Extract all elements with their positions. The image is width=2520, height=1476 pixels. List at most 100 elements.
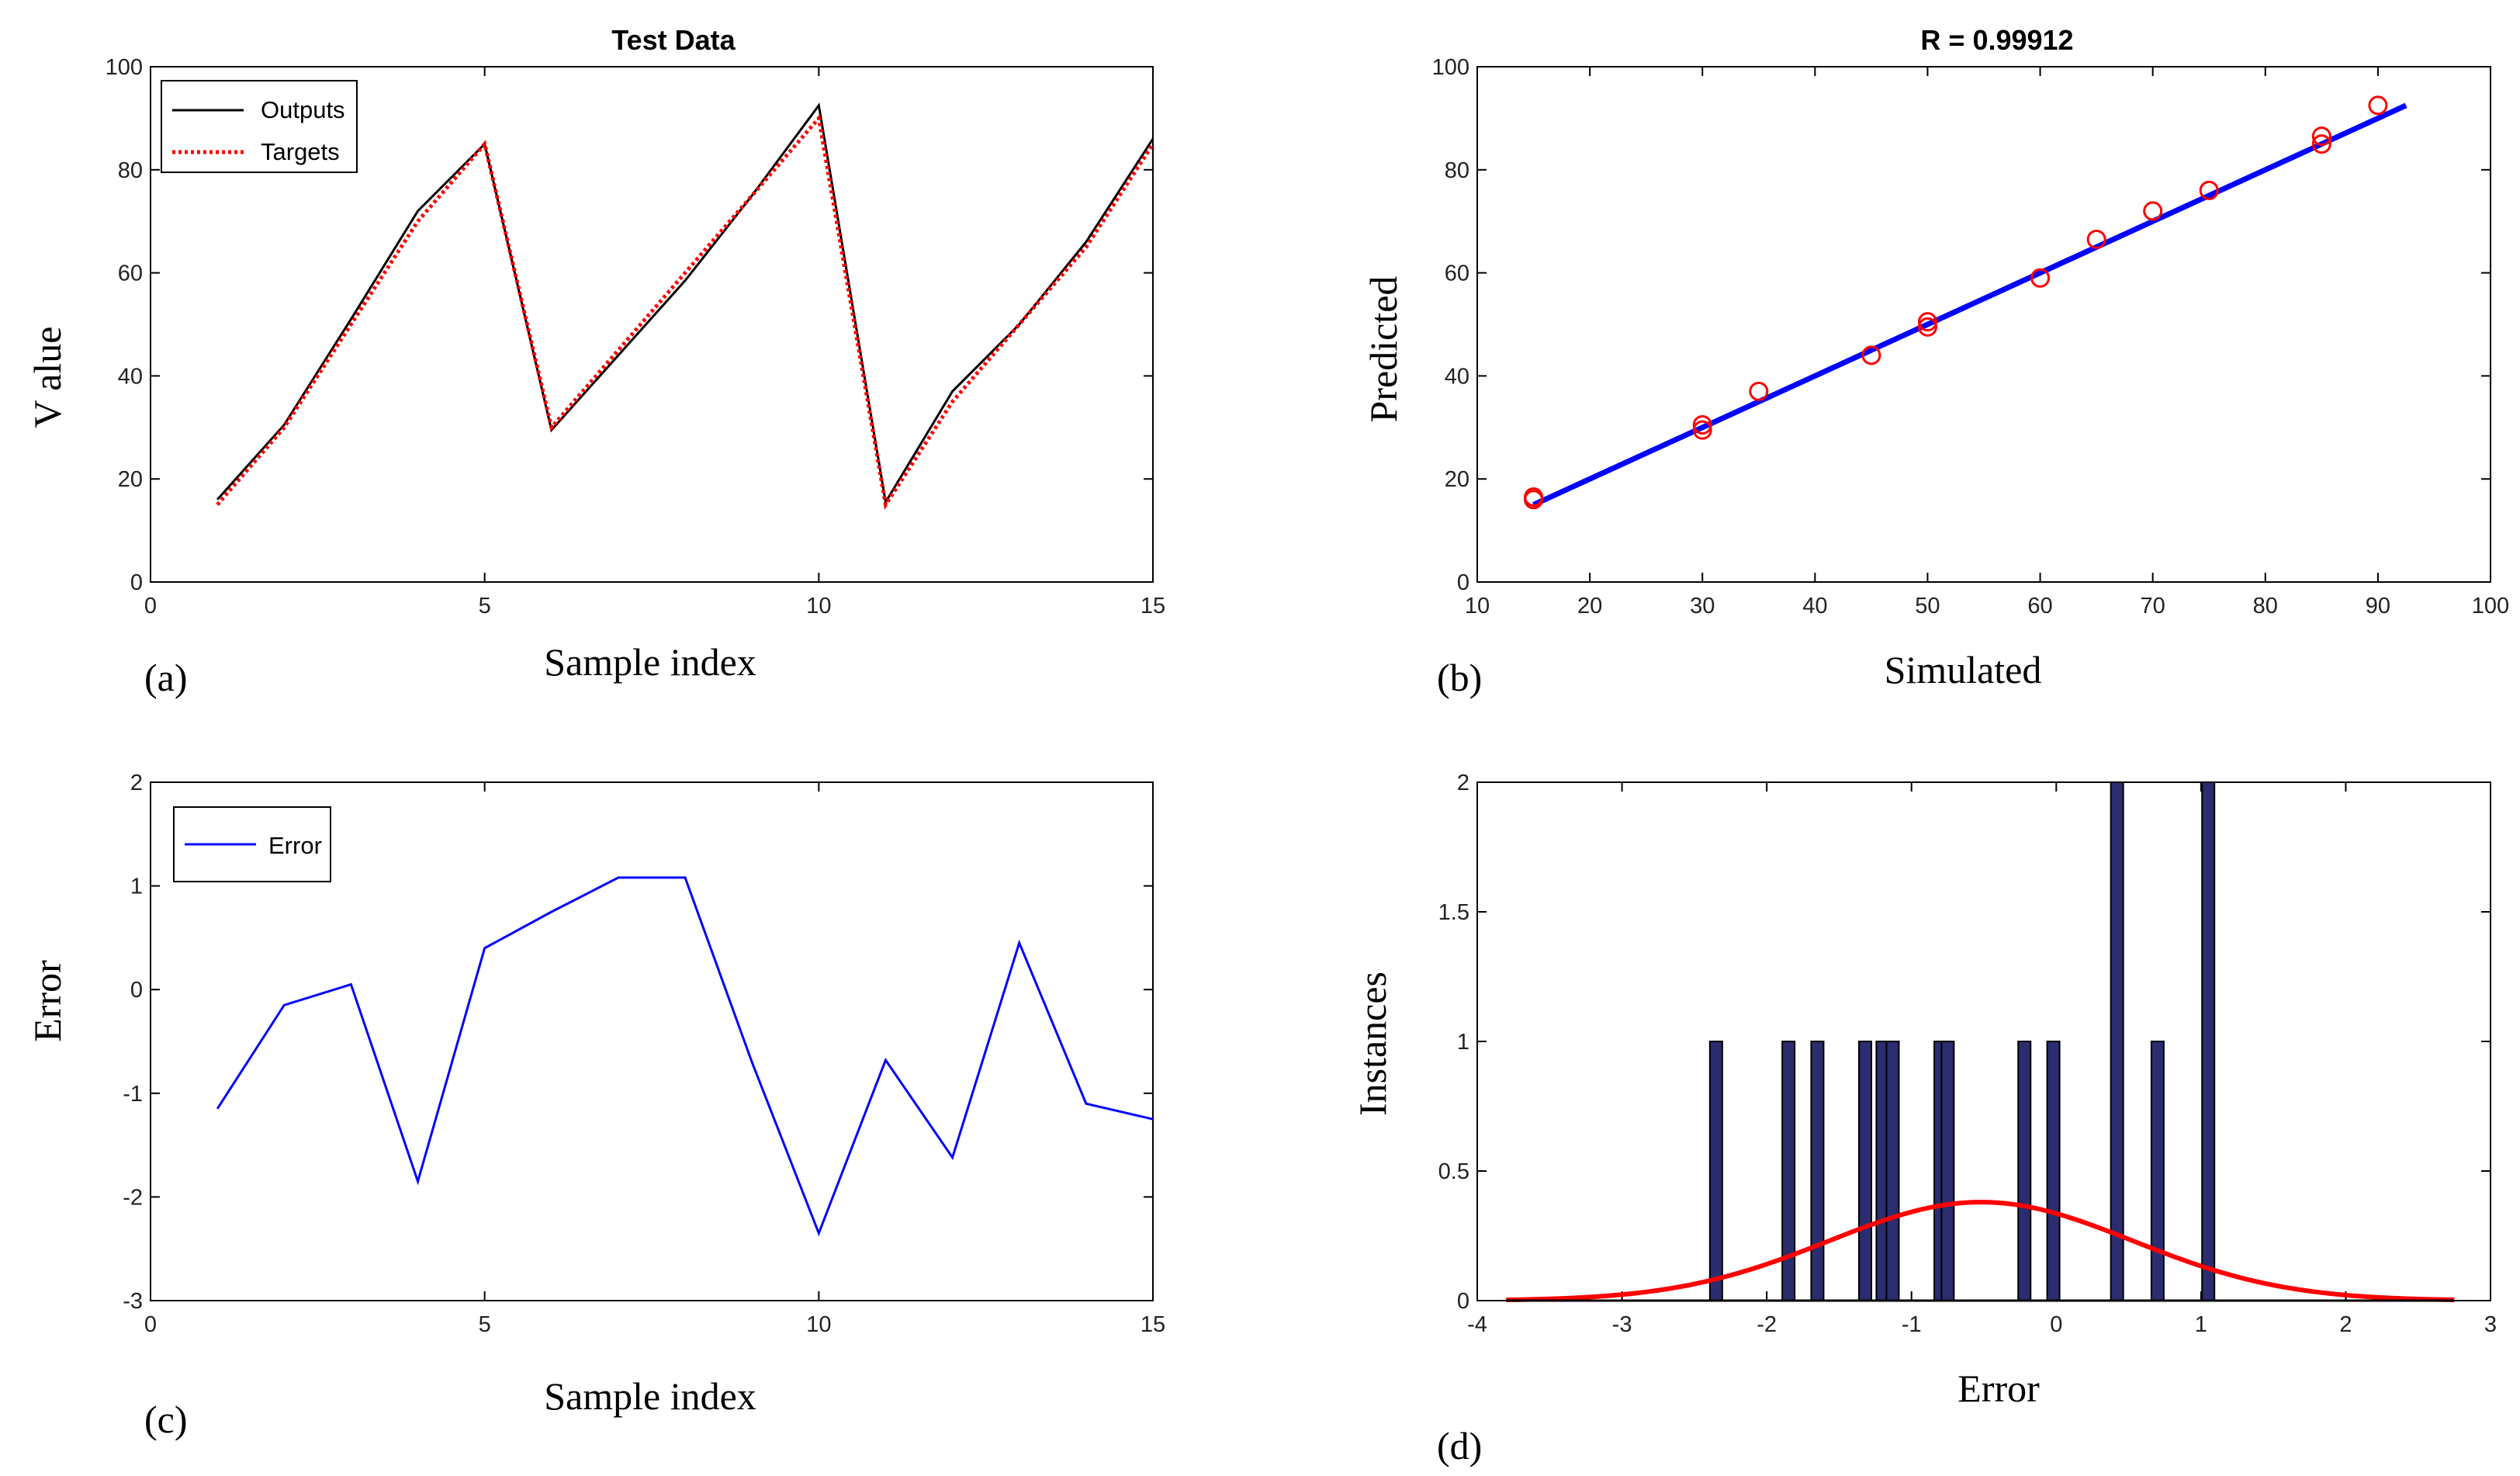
panel-label-a: (a) [144,656,188,699]
x-tick-label-c: 15 [1141,1312,1165,1337]
axes-frame-d [1476,781,2491,1301]
histogram-bar [1781,1041,1796,1301]
legend-c: Error [173,806,331,882]
scatter-point [1917,312,1937,332]
y-tick-label-c: 2 [130,771,143,795]
y-tick-label-b: 100 [1432,55,1469,80]
plot-area-c [216,876,1154,1237]
scatter-point [1692,420,1712,440]
x-tick-label-d: -2 [1757,1312,1777,1337]
plot-area-b [1524,95,2408,510]
y-axis-label-a: V alue [26,327,69,428]
y-tick-label-a: 80 [118,158,143,183]
y-axis-label-c: Error [26,960,69,1042]
scatter-point [2368,95,2388,116]
x-tick-label-b: 60 [2027,594,2052,618]
y-tick-label-b: 40 [1445,364,1469,389]
scatter-point [1692,414,1712,435]
axes-d: -4 -3 -2 -1 0 1 2 3 0 0.5 1 1.5 2 [1438,771,2497,1337]
scatter-point [2311,134,2331,154]
y-axis-label-b: Predicted [1362,276,1405,423]
axes-frame-c [150,781,1154,1301]
y-axis-label-d: Instances [1351,972,1394,1116]
x-axis-label-c: Sample index [544,1374,756,1418]
histogram-bar [2046,1041,2061,1301]
x-tick-label-d: 1 [2195,1312,2207,1337]
y-tick-label-d: 0.5 [1438,1159,1469,1184]
x-tick-label-b: 100 [2472,594,2509,618]
series-line-error [216,876,1154,1237]
x-tick-label-a: 5 [479,594,491,618]
panel-d-histogram: -4 -3 -2 -1 0 1 2 3 0 0.5 1 1.5 2 Error Instances (d… [1351,771,2497,1467]
y-tick-label-c: 1 [130,875,143,899]
panel-label-b: (b) [1437,656,1482,699]
x-axis-label-a: Sample index [544,640,756,684]
histogram-bar [2110,781,2124,1301]
x-tick-label-d: -3 [1612,1312,1632,1337]
y-tick-label-c: 0 [130,978,143,1003]
histogram-bar [2017,1041,2032,1301]
y-tick-label-b: 80 [1445,158,1469,183]
series-line-targets [216,113,1155,511]
panel-label-c: (c) [144,1398,188,1441]
y-tick-label-b: 0 [1457,570,1469,595]
scatter-point [1524,487,1544,507]
normal-fit-curve [1506,1200,2455,1303]
plot-area-d [1506,781,2455,1303]
x-tick-label-b: 50 [1915,594,1940,618]
scatter-point [2030,268,2051,288]
y-tick-label-c: -1 [123,1082,143,1107]
y-tick-label-a: 40 [118,364,143,389]
x-tick-label-b: 10 [1465,594,1490,618]
x-tick-label-a: 0 [144,594,157,618]
y-tick-label-a: 100 [106,55,143,80]
axes-c: 0 5 10 15 -3 -2 -1 0 1 2 [123,771,1165,1337]
scatter-point [1861,345,1881,366]
y-tick-label-b: 60 [1445,262,1469,286]
y-tick-label-a: 0 [130,570,143,595]
x-tick-label-b: 40 [1802,594,1827,618]
x-tick-label-d: -1 [1902,1312,1922,1337]
legend-box-a [161,80,358,173]
series-line-outputs [216,102,1154,506]
panel-c-error: 0 5 10 15 -3 -2 -1 0 1 2 Error Sample index Error… [26,771,1165,1441]
y-tick-label-c: -2 [123,1185,143,1210]
axes-a: 0 5 10 15 0 20 40 60 80 100 [106,55,1166,618]
x-tick-label-b: 30 [1690,594,1715,618]
x-tick-label-c: 0 [144,1312,157,1337]
x-axis-label-d: Error [1958,1367,2040,1410]
legend-label-targets: Targets [261,138,340,165]
legend-label-outputs: Outputs [261,96,345,123]
axes-frame-a [150,66,1154,583]
y-tick-label-c: -3 [123,1289,143,1314]
legend-a: Outputs Targets [161,80,358,173]
scatter-point [2311,126,2331,147]
x-tick-label-d: 3 [2484,1312,2497,1337]
x-tick-label-c: 5 [479,1312,491,1337]
legend-label-error: Error [268,832,322,859]
plot-area-a [216,102,1155,511]
x-tick-label-b: 90 [2366,594,2390,618]
x-tick-label-a: 10 [806,594,831,618]
scatter-point [2199,180,2219,200]
scatter-point [1917,317,1937,337]
y-tick-label-d: 1 [1457,1030,1469,1055]
histogram-bar [1858,1041,1873,1301]
x-tick-label-b: 70 [2141,594,2165,618]
x-tick-label-a: 15 [1141,594,1165,618]
x-tick-label-c: 10 [806,1312,831,1337]
histogram-bar [1810,1041,1825,1301]
chart-title-a: Test Data [611,24,736,56]
axes-frame-b [1476,66,2491,583]
scatter-point [1749,381,1769,401]
panel-b-regression: R = 0.99912 10 20 30 40 50 60 70 80 90 100 0 20 40 60… [1362,24,2509,699]
histogram-bar [2201,781,2216,1301]
x-tick-label-d: 2 [2339,1312,2352,1337]
histogram-bar [2150,1041,2165,1301]
histogram-bar [1885,1041,1900,1301]
histogram-bar [1708,1041,1723,1301]
regression-fit-line [1532,102,2408,508]
panel-a-test-data: Test Data 0 5 10 15 0 20 40 60 80 100 Outputs Tar… [26,24,1165,699]
axes-b: 10 20 30 40 50 60 70 80 90 100 0 20 40 60 80 100 [1432,55,2510,618]
